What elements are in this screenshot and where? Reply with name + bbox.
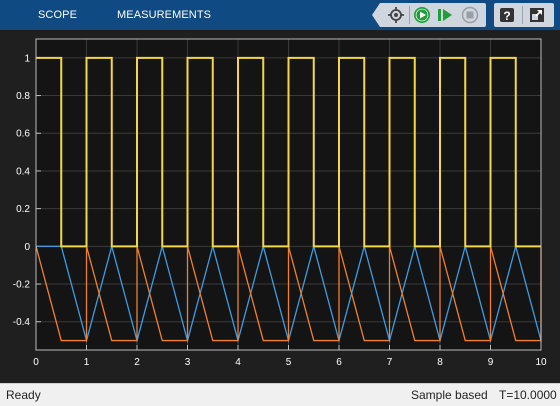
window-controls: ?	[494, 3, 554, 27]
x-tick-label: 7	[387, 357, 393, 368]
plot-frame	[35, 38, 542, 351]
signal-selector-icon[interactable]	[386, 5, 406, 25]
svg-text:?: ?	[503, 9, 510, 23]
y-tick-label: -0.4	[13, 317, 31, 328]
x-tick-label: 8	[437, 357, 443, 368]
y-tick-label: 0.4	[16, 166, 30, 177]
x-tick-label: 2	[134, 357, 140, 368]
toolbar-separator	[409, 6, 410, 24]
x-tick-label: 6	[336, 357, 342, 368]
x-tick-label: 9	[488, 357, 494, 368]
series-lines	[35, 56, 542, 344]
y-tick-label: 0	[24, 242, 30, 253]
undock-icon[interactable]	[527, 5, 547, 25]
scope-plot[interactable]: 0 1 2 3 4 5 6 7 8 9 10 -0.4 -0.2 0 0.2 0.4 0.6 0.8 1	[0, 30, 560, 383]
tab-measurements[interactable]: MEASUREMENTS	[117, 9, 212, 21]
help-icon[interactable]: ?	[497, 5, 517, 25]
x-tick-label: 0	[33, 357, 39, 368]
y-tick-label: 0.8	[16, 91, 30, 102]
y-tick-label: 0.2	[16, 204, 30, 215]
status-ready: Ready	[6, 388, 41, 402]
x-tick-label: 1	[84, 357, 90, 368]
x-tick-label: 5	[286, 357, 292, 368]
tab-scope[interactable]: SCOPE	[38, 9, 78, 21]
toolstrip: SCOPE MEASUREMENTS	[0, 0, 560, 30]
status-bar: Ready Sample based T=10.0000	[0, 383, 560, 406]
y-tick-label: -0.2	[13, 280, 31, 291]
status-mode: Sample based	[411, 388, 488, 402]
x-tick-label: 3	[185, 357, 191, 368]
status-time: T=10.0000	[499, 388, 557, 402]
simulation-controls	[372, 3, 486, 27]
tick-labels: 0 1 2 3 4 5 6 7 8 9 10 -0.4 -0.2 0 0.2 0.4 0.6 0.8 1	[13, 53, 547, 368]
run-icon[interactable]	[412, 5, 432, 25]
series-line-0	[36, 56, 541, 248]
toolbar-separator	[522, 6, 523, 24]
step-forward-icon[interactable]	[435, 5, 455, 25]
stop-icon[interactable]	[460, 5, 480, 25]
y-tick-label: 1	[24, 53, 30, 64]
x-tick-label: 4	[235, 357, 241, 368]
scope-display[interactable]: 0 1 2 3 4 5 6 7 8 9 10 -0.4 -0.2 0 0.2 0.4 0.6 0.8 1	[0, 30, 560, 383]
x-tick-label: 10	[535, 357, 547, 368]
y-tick-label: 0.6	[16, 129, 30, 140]
